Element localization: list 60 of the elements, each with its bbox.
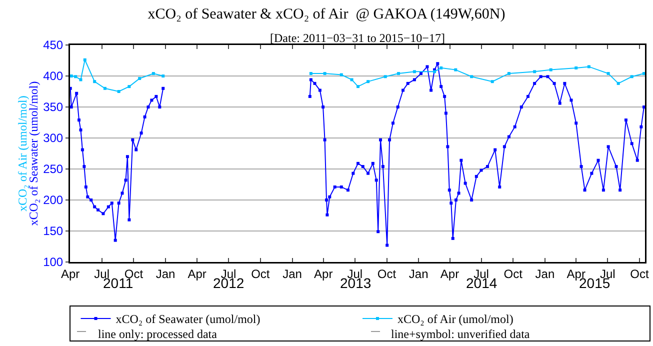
x-tick-label: Jan bbox=[535, 266, 555, 281]
chart-subtitle: [Date: 2011−03−31 to 2015−10−17] bbox=[270, 31, 445, 45]
point bbox=[549, 68, 552, 72]
text: line only: processed data bbox=[98, 327, 218, 341]
y-tick-label: 100 bbox=[43, 255, 64, 270]
point bbox=[616, 82, 620, 85]
point bbox=[412, 70, 416, 74]
x-tick-label: Jan bbox=[156, 266, 176, 281]
y-tick-label: 300 bbox=[43, 131, 64, 146]
x-tick-label: Jan bbox=[408, 266, 428, 281]
x-tick-label: Jan bbox=[282, 266, 302, 281]
point bbox=[440, 66, 443, 70]
point bbox=[103, 86, 106, 90]
x-tick-label: Oct bbox=[630, 266, 650, 281]
point bbox=[323, 72, 326, 76]
point bbox=[397, 72, 400, 76]
point bbox=[642, 72, 645, 76]
x-tick-label: Oct bbox=[504, 266, 524, 281]
point bbox=[574, 66, 578, 70]
point bbox=[533, 70, 536, 74]
point bbox=[83, 58, 86, 62]
point bbox=[79, 78, 82, 82]
x-tick-label: Oct bbox=[377, 266, 397, 281]
y-tick-label: 400 bbox=[43, 69, 64, 84]
point bbox=[138, 76, 142, 80]
point bbox=[128, 85, 131, 88]
point bbox=[606, 72, 610, 76]
y-tick-label: 350 bbox=[43, 100, 64, 114]
point bbox=[630, 75, 634, 78]
legend-label: xCO₂ of Air (umol/mol) bbox=[398, 312, 514, 326]
x-tick-label: Apr bbox=[188, 266, 206, 281]
y-tick-label: 250 bbox=[43, 162, 64, 176]
point bbox=[366, 80, 370, 84]
point bbox=[309, 72, 312, 76]
y-tick-label: 150 bbox=[43, 224, 64, 238]
point bbox=[454, 68, 458, 72]
point bbox=[152, 72, 155, 76]
point bbox=[470, 75, 474, 78]
point bbox=[74, 75, 78, 78]
point bbox=[490, 80, 494, 84]
point bbox=[507, 72, 510, 76]
x-tick-label: Apr bbox=[440, 266, 460, 281]
point bbox=[350, 78, 354, 82]
x-tick-label: Apr bbox=[61, 266, 80, 281]
chart-title: xCO₂ of Seawater & xCO₂ of Air @ GAKOA (149W,60N) bbox=[148, 6, 506, 22]
y-tick-label: 450 bbox=[43, 38, 64, 52]
x-tick-label: Apr bbox=[314, 266, 333, 281]
point bbox=[356, 85, 360, 88]
point bbox=[384, 75, 387, 78]
point bbox=[340, 73, 343, 76]
x-tick-label: Oct bbox=[251, 266, 270, 281]
point bbox=[162, 74, 165, 78]
y-tick-label: 200 bbox=[43, 193, 64, 208]
text: line+symbol: unverified data bbox=[391, 327, 530, 341]
point bbox=[93, 80, 96, 84]
point bbox=[117, 90, 120, 93]
text: xCO₂ of Air (umol/mol) bbox=[16, 96, 30, 212]
x-tick-label: Apr bbox=[566, 266, 586, 281]
legend-label: xCO₂ of Seawater (umol/mol) bbox=[116, 312, 260, 326]
point bbox=[587, 65, 590, 68]
